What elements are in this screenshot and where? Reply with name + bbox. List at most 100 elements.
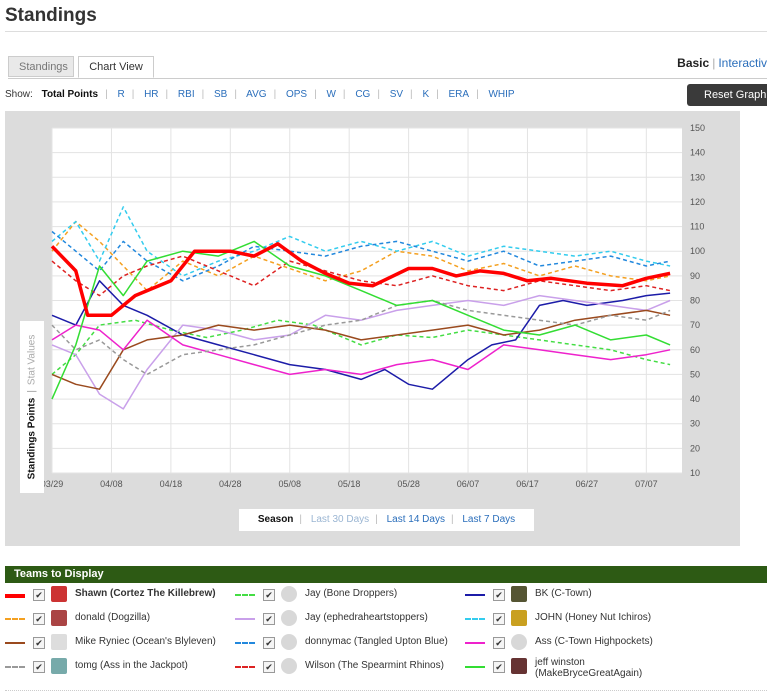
team-avatar-icon — [511, 634, 527, 650]
team-checkbox[interactable]: ✔ — [493, 661, 505, 673]
stat-era[interactable]: ERA — [448, 89, 470, 100]
legend-team-7: ✔ Mike Ryniec (Ocean's Blyleven) — [5, 634, 230, 658]
x-tick-label: 06/27 — [576, 479, 599, 489]
series-line-2[interactable] — [51, 319, 671, 375]
series-line-8[interactable] — [51, 230, 671, 282]
legend-swatch — [465, 594, 485, 596]
bottom-divider — [5, 690, 767, 691]
series-line-3[interactable] — [51, 280, 671, 390]
stat-k[interactable]: K — [422, 89, 430, 100]
y-tick-label: 90 — [690, 271, 700, 281]
series-line-4[interactable] — [51, 220, 671, 292]
stat-hr[interactable]: HR — [144, 89, 159, 100]
stat-avg[interactable]: AVG — [246, 89, 267, 100]
legend-team-12: ✔ jeff winston (MakeBryceGreatAgain) — [465, 657, 690, 682]
team-checkbox[interactable]: ✔ — [33, 637, 45, 649]
stat-sv[interactable]: SV — [389, 89, 404, 100]
x-tick-label: 07/07 — [635, 479, 658, 489]
x-tick-label: 05/08 — [278, 479, 301, 489]
team-checkbox[interactable]: ✔ — [493, 613, 505, 625]
team-checkbox[interactable]: ✔ — [263, 613, 275, 625]
tabs-divider — [8, 78, 767, 79]
stat-r[interactable]: R — [117, 89, 125, 100]
team-avatar-icon — [281, 610, 297, 626]
team-checkbox[interactable]: ✔ — [33, 613, 45, 625]
view-toggle-separator: | — [712, 56, 716, 70]
stat-total-points[interactable]: Total Points — [41, 89, 99, 100]
stat-cg[interactable]: CG — [355, 89, 371, 100]
y-tick-label: 40 — [690, 394, 700, 404]
team-name: JOHN (Honey Nut Ichiros) — [535, 612, 652, 623]
tab-standings[interactable]: Standings — [8, 56, 74, 77]
stat-w[interactable]: W — [326, 89, 336, 100]
interactive-view-link[interactable]: Interactiv — [718, 56, 767, 70]
series-line-12[interactable] — [51, 240, 671, 400]
x-tick-label: 04/28 — [219, 479, 242, 489]
stat-sb[interactable]: SB — [213, 89, 228, 100]
y-tick-label: 50 — [690, 369, 700, 379]
x-tick-label: 04/18 — [160, 479, 183, 489]
legend-team-10: ✔ tomg (Ass in the Jackpot) — [5, 658, 230, 682]
legend-team-8: ✔ donnymac (Tangled Upton Blue) — [235, 634, 460, 658]
team-checkbox[interactable]: ✔ — [263, 589, 275, 601]
x-tick-label: 06/07 — [457, 479, 480, 489]
range-last-7-days[interactable]: Last 7 Days — [462, 514, 516, 525]
series-line-6[interactable] — [51, 206, 671, 277]
team-checkbox[interactable]: ✔ — [263, 661, 275, 673]
stat-rbi[interactable]: RBI — [177, 89, 195, 100]
reset-graph-button[interactable]: Reset Graph — [687, 84, 767, 106]
stat-values-option[interactable]: Stat Values — [26, 334, 38, 386]
team-name: jeff winston (MakeBryceGreatAgain) — [535, 657, 643, 679]
legend-swatch — [235, 666, 255, 668]
team-name: Wilson (The Spearmint Rhinos) — [305, 660, 444, 671]
legend-swatch — [235, 594, 255, 596]
team-checkbox[interactable]: ✔ — [493, 637, 505, 649]
team-avatar-icon — [511, 610, 527, 626]
stat-selector: Show: Total Points | R | HR | RBI | SB | AVG |… — [5, 89, 515, 100]
team-avatar-icon — [511, 658, 527, 674]
series-line-9[interactable] — [51, 319, 671, 376]
x-tick-label: 04/08 — [100, 479, 123, 489]
legend-team-2: ✔ Jay (Bone Droppers) — [235, 586, 460, 610]
legend-swatch — [465, 666, 485, 668]
y-tick-label: 30 — [690, 419, 700, 429]
x-tick-label: 06/17 — [516, 479, 539, 489]
x-tick-label: 03/29 — [41, 479, 64, 489]
range-season[interactable]: Season — [257, 514, 294, 525]
series-line-1[interactable] — [50, 242, 671, 318]
team-checkbox[interactable]: ✔ — [33, 661, 45, 673]
title-divider — [5, 31, 767, 32]
chart-panel: 10 20 30 40 50 60 70 80 90 100 110 120 130 140 150 03/2… — [5, 111, 740, 546]
series-line-7[interactable] — [51, 309, 671, 390]
legend-swatch — [235, 618, 255, 620]
view-mode-toggle: Basic | Interactiv — [677, 56, 767, 70]
team-checkbox[interactable]: ✔ — [263, 637, 275, 649]
series-line-10[interactable] — [51, 299, 671, 376]
tab-chart-view[interactable]: Chart View — [78, 56, 154, 78]
y-tick-label: 150 — [690, 123, 705, 133]
team-checkbox[interactable]: ✔ — [493, 589, 505, 601]
teams-legend-header: Teams to Display — [5, 566, 767, 583]
series-line-5[interactable] — [51, 294, 671, 410]
team-avatar-icon — [51, 634, 67, 650]
show-label: Show: — [5, 89, 33, 100]
legend-swatch — [465, 642, 485, 644]
legend-swatch — [5, 642, 25, 644]
stat-ops[interactable]: OPS — [285, 89, 308, 100]
team-checkbox[interactable]: ✔ — [33, 589, 45, 601]
team-name: Jay (ephedraheartstoppers) — [305, 612, 428, 623]
series-line-11[interactable] — [51, 255, 671, 297]
x-tick-label: 05/28 — [397, 479, 420, 489]
team-avatar-icon — [51, 586, 67, 602]
basic-view-link[interactable]: Basic — [677, 56, 710, 70]
range-last-14-days[interactable]: Last 14 Days — [386, 514, 445, 525]
page-title: Standings — [5, 5, 97, 26]
legend-team-1: ✔ Shawn (Cortez The Killebrew) — [5, 586, 230, 610]
team-name: Shawn (Cortez The Killebrew) — [75, 588, 216, 599]
legend-swatch — [465, 618, 485, 620]
team-name: donnymac (Tangled Upton Blue) — [305, 636, 448, 647]
standings-points-option[interactable]: Standings Points — [26, 397, 38, 480]
range-last-30-days[interactable]: Last 30 Days — [310, 514, 370, 525]
y-tick-label: 130 — [690, 172, 705, 182]
stat-whip[interactable]: WHIP — [488, 89, 515, 100]
